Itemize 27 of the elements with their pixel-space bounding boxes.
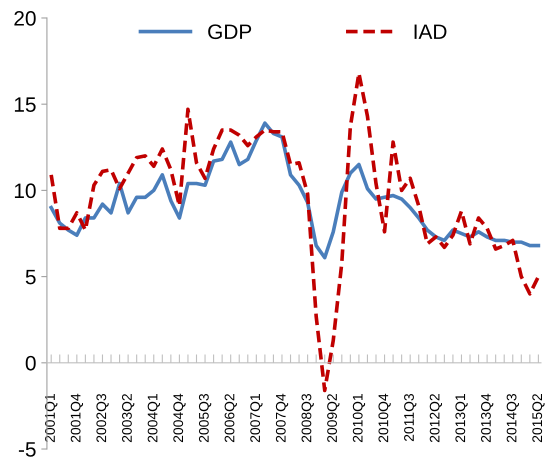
x-tick-label: 2010Q1 xyxy=(352,394,366,442)
x-tick-label: 2009Q2 xyxy=(327,394,340,442)
x-tick-label: 2006Q2 xyxy=(224,394,237,442)
y-tick-label: 20 xyxy=(14,10,36,26)
y-tick-label: 15 xyxy=(14,97,36,112)
y-tick-label: 10 xyxy=(14,183,36,198)
x-tick-label: 2007Q4 xyxy=(276,394,288,442)
x-tick-label: 2002Q3 xyxy=(96,394,109,442)
legend-label: IAD xyxy=(414,24,446,39)
x-tick-label: 2008Q3 xyxy=(302,394,314,442)
x-tick-label: 2004Q4 xyxy=(173,394,186,442)
x-tick-label: 2001Q4 xyxy=(70,394,84,442)
x-tick-label: 2004Q1 xyxy=(148,394,160,442)
y-tick-label: 0 xyxy=(26,356,36,371)
x-tick-label: 2011Q3 xyxy=(404,394,416,442)
legend-label: GDP xyxy=(208,24,252,40)
x-tick-label: 2014Q3 xyxy=(506,394,519,442)
y-tick-label: 5 xyxy=(26,270,36,284)
x-tick-label: 2010Q4 xyxy=(378,394,391,442)
y-tick-label: -5 xyxy=(18,442,36,457)
x-tick-label: 2012Q2 xyxy=(430,394,442,442)
x-tick-label: 2003Q2 xyxy=(122,394,134,442)
x-tick-label: 2007Q1 xyxy=(250,394,263,442)
x-tick-label: 2015Q2 xyxy=(532,394,545,442)
x-tick-label: 2005Q3 xyxy=(198,394,212,442)
x-tick-label: 2013Q4 xyxy=(481,394,494,442)
x-tick-label: 2013Q1 xyxy=(455,394,468,442)
